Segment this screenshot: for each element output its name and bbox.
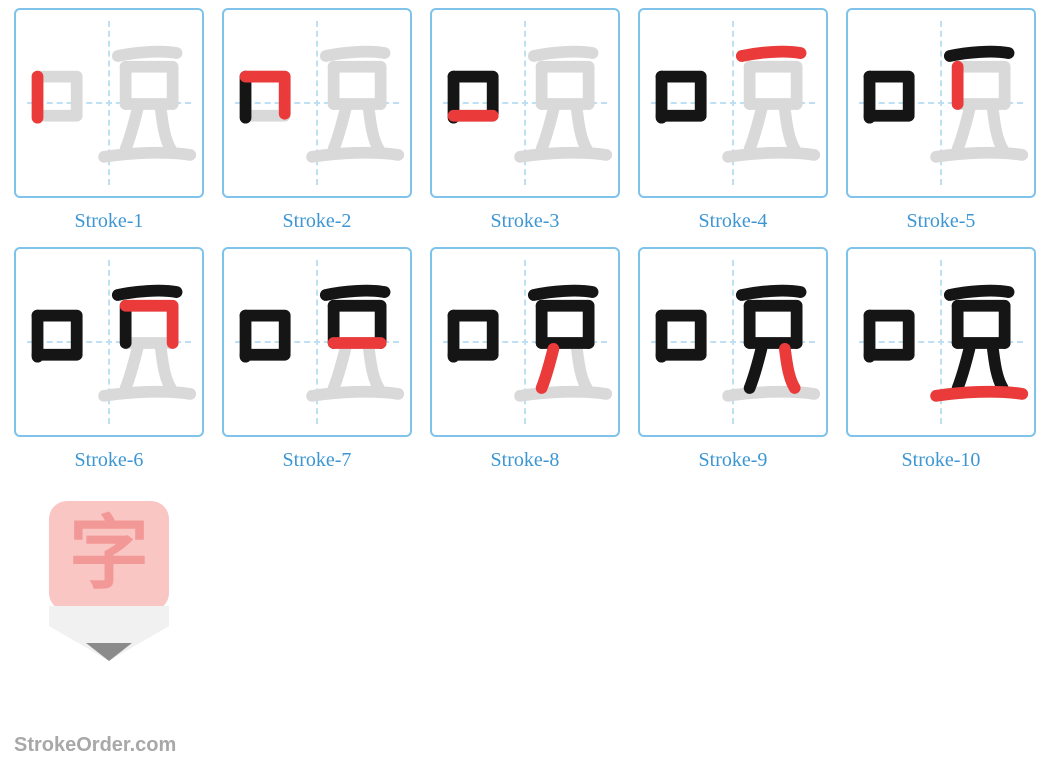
practice-cell <box>846 8 1036 198</box>
panel-stroke-1: Stroke-1 <box>14 8 204 233</box>
practice-cell <box>638 247 828 437</box>
panel-stroke-5: Stroke-5 <box>846 8 1036 233</box>
stroke-diagram <box>224 10 410 196</box>
panel-stroke-3: Stroke-3 <box>430 8 620 233</box>
practice-cell <box>430 8 620 198</box>
stroke-diagram <box>640 249 826 435</box>
practice-cell <box>222 247 412 437</box>
stroke-label: Stroke-1 <box>75 210 144 233</box>
practice-cell <box>222 8 412 198</box>
practice-cell <box>14 247 204 437</box>
stroke-diagram <box>640 10 826 196</box>
stroke-diagram <box>16 10 202 196</box>
panel-stroke-8: Stroke-8 <box>430 247 620 472</box>
stroke-diagram <box>848 10 1034 196</box>
stroke-label: Stroke-7 <box>283 449 352 472</box>
stroke-diagram <box>432 10 618 196</box>
stroke-label: Stroke-9 <box>699 449 768 472</box>
panel-stroke-7: Stroke-7 <box>222 247 412 472</box>
panel-stroke-10: Stroke-10 <box>846 247 1036 472</box>
panel-stroke-9: Stroke-9 <box>638 247 828 472</box>
stroke-diagram <box>432 249 618 435</box>
svg-text:字: 字 <box>69 511 149 599</box>
logo: 字 <box>14 486 204 676</box>
stroke-label: Stroke-3 <box>491 210 560 233</box>
practice-cell <box>430 247 620 437</box>
stroke-label: Stroke-4 <box>699 210 768 233</box>
stroke-diagram <box>848 249 1034 435</box>
stroke-diagram <box>224 249 410 435</box>
stroke-label: Stroke-5 <box>907 210 976 233</box>
panel-stroke-6: Stroke-6 <box>14 247 204 472</box>
practice-cell <box>846 247 1036 437</box>
stroke-label: Stroke-6 <box>75 449 144 472</box>
logo-cell: 字 <box>14 486 204 676</box>
watermark-text: StrokeOrder.com <box>14 734 176 757</box>
practice-cell <box>14 8 204 198</box>
pencil-logo-icon: 字 <box>44 496 174 666</box>
panel-stroke-4: Stroke-4 <box>638 8 828 233</box>
panel-stroke-2: Stroke-2 <box>222 8 412 233</box>
practice-cell <box>638 8 828 198</box>
stroke-label: Stroke-8 <box>491 449 560 472</box>
stroke-diagram <box>16 249 202 435</box>
stroke-label: Stroke-2 <box>283 210 352 233</box>
stroke-label: Stroke-10 <box>902 449 981 472</box>
